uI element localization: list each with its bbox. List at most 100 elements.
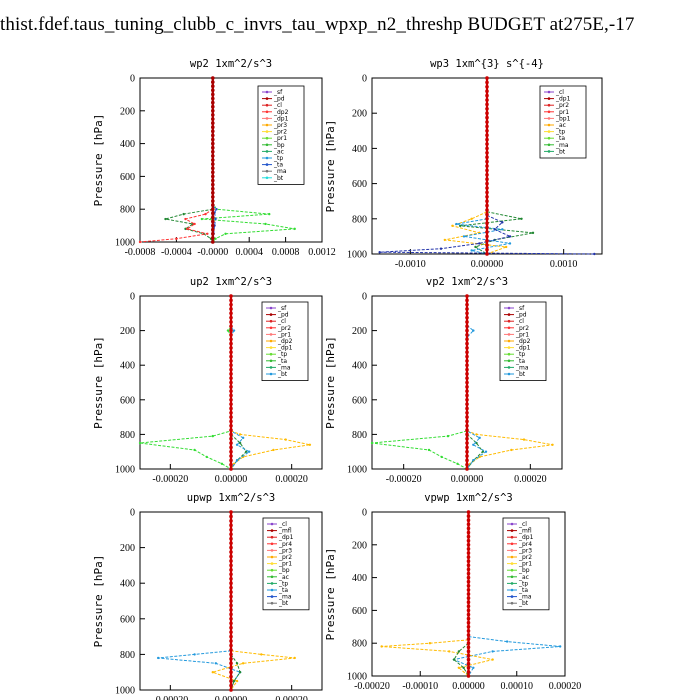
profile-marker [465,454,469,458]
chart-panel-4: vp2 1xm^2/s^3 Pressure [hPa] 0 200 400 600 800… [324,276,563,485]
legend-marker [510,529,514,532]
profile-marker [465,445,469,450]
series-point [235,459,239,462]
legend-entry: _ma [515,364,529,371]
profile-marker [485,225,489,230]
legend-marker [270,582,274,585]
profile-marker [211,158,215,162]
profile-marker [211,145,215,150]
y-axis-label: Pressure [hPa] [324,120,337,213]
profile-marker [229,541,233,545]
profile-marker [229,617,233,621]
legend-marker [510,535,514,539]
series-point [446,434,450,438]
series-point [481,450,485,453]
series-point [284,438,287,441]
profile-marker [211,113,215,117]
y-tick-label: 200 [352,540,367,551]
y-tick-label: 1000 [115,686,135,697]
series-point [370,441,374,445]
legend-entry: _bt [555,148,566,155]
profile-marker [211,174,215,179]
series-point [215,208,218,211]
legend-entry: _cl [518,521,527,528]
legend-marker [265,156,269,160]
profile-marker [229,670,233,674]
profile-marker [465,333,469,337]
profile-marker [229,410,233,415]
legend-marker [265,103,269,107]
series-point [175,237,178,240]
profile-marker [466,616,471,621]
x-tick-label: 0.0008 [272,247,300,258]
y-tick-label: 1000 [347,465,367,476]
profile-marker [211,232,215,236]
series-point [510,448,513,452]
legend-marker [265,123,269,127]
legend-entry: _ta [278,587,288,594]
series-point [184,227,187,231]
profile-marker [466,592,471,596]
profile-marker [465,436,469,441]
y-tick-label: 1000 [347,250,367,261]
profile-marker [465,346,469,350]
series-point [378,251,381,254]
series-point [475,433,478,436]
y-tick-label: 0 [130,508,135,519]
profile-marker [229,467,233,471]
profile-marker [485,115,489,120]
x-tick-label: 0.0012 [308,247,336,258]
x-tick-label: -0.0008 [125,247,156,258]
profile-marker [229,679,233,683]
series-point [457,666,461,669]
legend: _cl_mfl_dp1_pr4_pr3_pr2_pr1_bp_ac_tp_ta_… [262,517,310,611]
series-point [484,450,488,453]
legend-entry: _ac [518,574,529,581]
profile-marker [229,536,233,541]
legend-marker [507,352,511,356]
legend-marker [265,143,269,147]
series-point [452,658,456,661]
profile-marker [465,419,469,424]
legend-entry: _dp1 [277,345,293,352]
series-point [293,656,296,660]
legend-marker [270,601,274,605]
y-tick-label: 600 [120,395,135,406]
legend-marker [269,359,273,363]
profile-marker [466,604,471,609]
profile-marker [485,243,489,247]
profile-marker [229,337,233,342]
profile-marker [485,151,489,155]
x-tick-label: -0.00020 [152,695,188,700]
legend-marker [270,529,274,532]
profile-marker [485,111,489,115]
profile-marker [485,107,489,111]
profile-marker [465,328,469,333]
series-point [268,212,271,216]
y-axis-label: Pressure [hPa] [92,336,105,429]
legend-marker [269,313,273,316]
series-point [164,217,167,221]
profile-marker [211,84,215,88]
legend-marker [270,575,274,579]
profile-marker [465,307,469,311]
profile-marker [466,579,471,584]
legend: _sf_pd_cl_dp2_dp1_pr3_pr2_pr1_bp_ac_tp_t… [257,85,305,185]
series-point [505,640,509,643]
series-point [520,217,523,220]
legend-entry: _cl [515,318,524,325]
series-point [508,235,512,238]
profile-marker [485,199,489,203]
legend-marker [270,522,274,526]
profile-marker [485,168,489,173]
profile-marker [229,581,233,585]
profile-marker [229,324,233,329]
profile-marker [465,372,469,376]
panel-title: upwp 1xm^2/s^3 [187,492,276,504]
profile-marker [465,311,469,316]
x-tick-label: 0.00000 [215,695,248,700]
legend-marker [547,143,551,147]
legend-entry: _pd [277,312,289,319]
series-point [214,662,218,665]
profile-marker [485,80,489,85]
